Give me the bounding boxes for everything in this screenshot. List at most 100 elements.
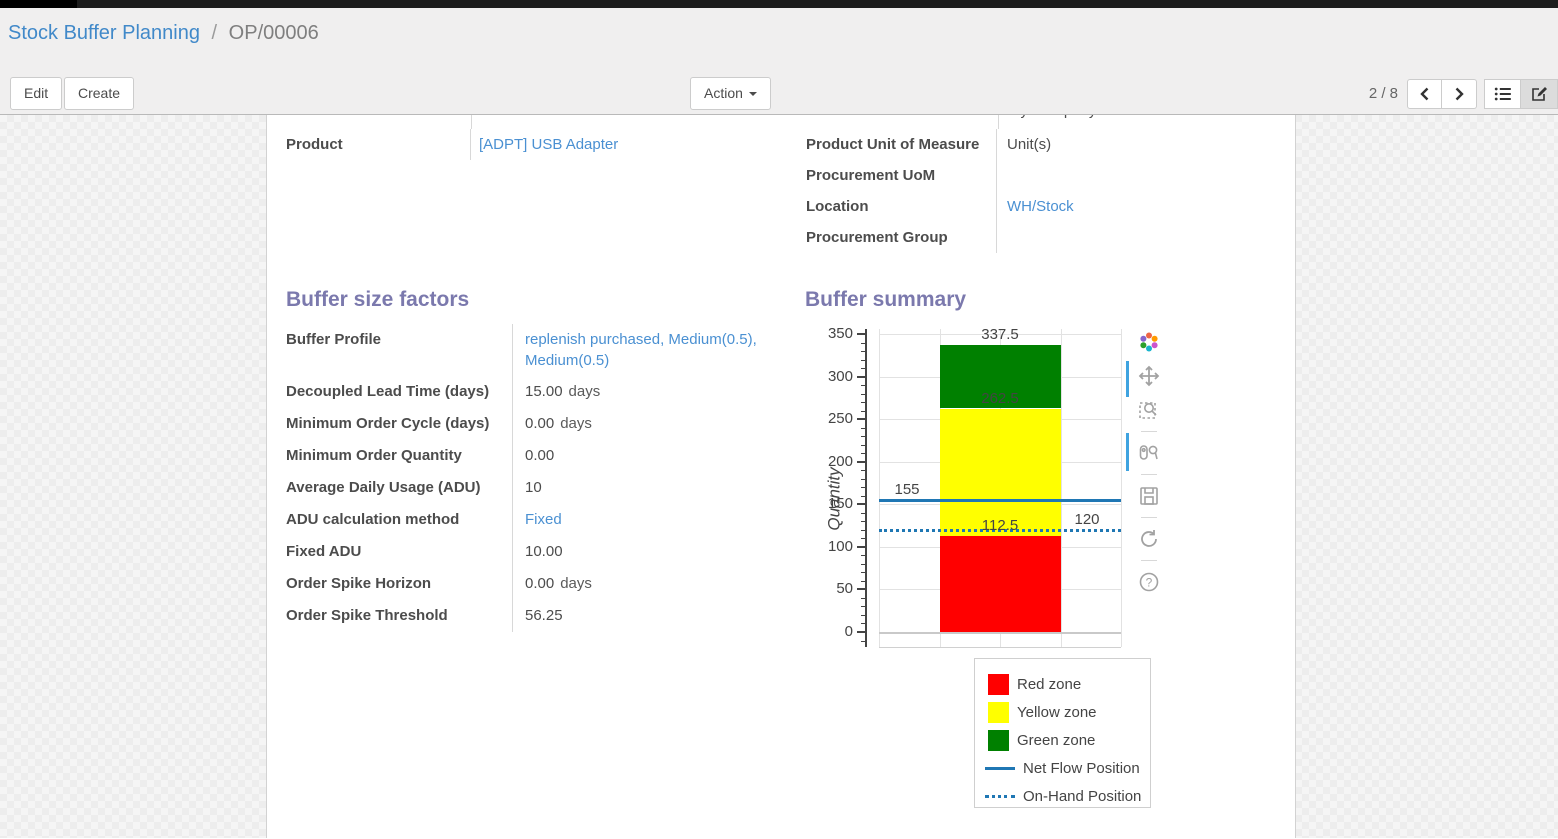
- y-axis-minor-tick: [861, 427, 865, 429]
- pager-previous-button[interactable]: [1407, 79, 1442, 109]
- y-axis-minor-tick: [861, 512, 865, 514]
- form-view-button[interactable]: [1521, 79, 1558, 109]
- y-axis-minor-tick: [861, 393, 865, 395]
- field-value: [997, 160, 1007, 191]
- legend-item-on-hand-position[interactable]: On-Hand Position: [975, 782, 1150, 810]
- field-suffix: days: [568, 383, 601, 400]
- plotly-logo[interactable]: [1136, 329, 1162, 355]
- field-label: Minimum Order Quantity: [267, 440, 513, 472]
- y-axis-minor-tick: [861, 563, 865, 565]
- chart-annotation: 112.5: [981, 517, 1019, 535]
- legend-item-green-zone[interactable]: Green zone: [975, 726, 1150, 754]
- field-row-adu-method: ADU calculation method Fixed: [267, 504, 789, 536]
- caret-down-icon: [748, 92, 757, 97]
- field-suffix: days: [560, 575, 592, 592]
- y-axis-minor-tick: [861, 555, 865, 557]
- legend-item-red-zone[interactable]: Red zone: [975, 670, 1150, 698]
- y-axis-minor-tick: [861, 385, 865, 387]
- location-link[interactable]: WH/Stock: [1006, 198, 1074, 215]
- action-label: Action: [704, 85, 743, 101]
- legend-label: Yellow zone: [1017, 703, 1097, 721]
- field-label: Product Unit of Measure: [790, 129, 997, 160]
- field-label: Order Spike Threshold: [267, 600, 513, 632]
- plot-bottom-border: [879, 647, 1121, 648]
- y-axis-minor-tick: [861, 529, 865, 531]
- y-axis-minor-tick: [861, 495, 865, 497]
- y-axis-minor-tick: [861, 368, 865, 370]
- action-dropdown-button[interactable]: Action: [690, 77, 771, 110]
- pan-icon[interactable]: [1136, 363, 1162, 389]
- field-row-buffer-profile: Buffer Profile replenish purchased, Medi…: [267, 324, 789, 376]
- legend-swatch: [985, 794, 1015, 798]
- y-tick-label: 150: [827, 495, 853, 513]
- buffer-summary-section: Buffer summary Quantity: [789, 285, 1295, 821]
- section-title-buffer-summary: Buffer summary: [805, 288, 967, 311]
- legend-label: On-Hand Position: [1023, 787, 1142, 805]
- create-button[interactable]: Create: [64, 77, 135, 110]
- field-value: 56.25: [525, 607, 563, 624]
- list-view-button[interactable]: [1484, 79, 1521, 109]
- field-row-spike-horizon: Order Spike Horizon 0.00 days: [267, 568, 789, 600]
- content-background: My Company Product [ADPT] USB Adapter Pr…: [0, 115, 1558, 838]
- y-axis-minor-tick: [861, 606, 865, 608]
- help-icon[interactable]: ?: [1136, 569, 1162, 595]
- y-axis-minor-tick: [861, 342, 865, 344]
- field-label: ADU calculation method: [267, 504, 513, 536]
- box-zoom-icon[interactable]: [1136, 397, 1162, 423]
- y-axis-minor-tick: [861, 538, 865, 540]
- y-axis-major-tick: [857, 503, 865, 506]
- gridline-horizontal: [879, 334, 1121, 335]
- buffer-profile-link[interactable]: replenish purchased, Medium(0.5), Medium…: [525, 331, 757, 369]
- chart-annotation: 262.5: [981, 389, 1019, 407]
- reset-axes-icon[interactable]: [1136, 526, 1162, 552]
- modebar-active-indicator: [1126, 361, 1129, 397]
- field-value: 0.00: [525, 415, 555, 432]
- legend-item-yellow-zone[interactable]: Yellow zone: [975, 698, 1150, 726]
- y-axis-minor-tick: [861, 410, 865, 412]
- gridline-vertical: [1121, 329, 1122, 647]
- y-axis-minor-tick: [861, 614, 865, 616]
- y-axis-minor-tick: [861, 402, 865, 404]
- chart-annotation: 337.5: [981, 325, 1019, 343]
- legend-item-net-flow-position[interactable]: Net Flow Position: [975, 754, 1150, 782]
- y-axis-minor-tick: [861, 623, 865, 625]
- field-row-moq: Minimum Order Quantity 0.00: [267, 440, 789, 472]
- gridline-vertical: [879, 329, 880, 647]
- buffer-chart: Quantity: [789, 321, 1295, 821]
- field-label: Order Spike Horizon: [267, 568, 513, 600]
- view-switcher: [1484, 79, 1558, 109]
- legend-swatch: [988, 673, 1009, 695]
- y-tick-label: 350: [827, 325, 853, 342]
- y-axis-major-tick: [857, 375, 865, 378]
- breadcrumb-separator: /: [211, 22, 218, 44]
- modebar-divider: [1141, 517, 1157, 518]
- field-label: Location: [790, 191, 997, 222]
- line-net-flow-position: [879, 499, 1121, 503]
- edit-button[interactable]: Edit: [10, 77, 63, 110]
- gridline-horizontal: [879, 632, 1121, 634]
- legend-swatch: [988, 729, 1009, 751]
- y-axis-minor-tick: [861, 351, 865, 353]
- form-edit-icon: [1532, 87, 1547, 101]
- list-icon: [1494, 87, 1511, 101]
- pager-next-button[interactable]: [1442, 79, 1477, 109]
- gridline-vertical: [1060, 329, 1062, 647]
- adu-method-link[interactable]: Fixed: [525, 511, 562, 528]
- field-value: 0.00: [525, 575, 555, 592]
- y-axis-major-tick: [857, 588, 865, 591]
- toolbar: Edit Create Action 2 / 8: [0, 69, 1558, 110]
- field-row-procurement-group: Procurement Group: [790, 222, 1295, 253]
- product-link[interactable]: [ADPT] USB Adapter: [479, 136, 619, 153]
- pager-counter: 2 / 8: [1368, 85, 1398, 102]
- save-icon[interactable]: [1136, 483, 1162, 509]
- legend-swatch: [985, 766, 1015, 770]
- y-tick-label: 200: [827, 452, 853, 470]
- breadcrumb-parent-link[interactable]: Stock Buffer Planning: [8, 22, 200, 44]
- y-tick-label: 250: [827, 410, 853, 428]
- y-axis-minor-tick: [861, 453, 865, 455]
- modebar-divider: [1141, 431, 1157, 432]
- compare-hover-icon[interactable]: [1136, 440, 1162, 466]
- y-tick-label: 100: [827, 537, 853, 555]
- y-tick-label: 50: [836, 580, 853, 598]
- legend-label: Red zone: [1017, 675, 1082, 693]
